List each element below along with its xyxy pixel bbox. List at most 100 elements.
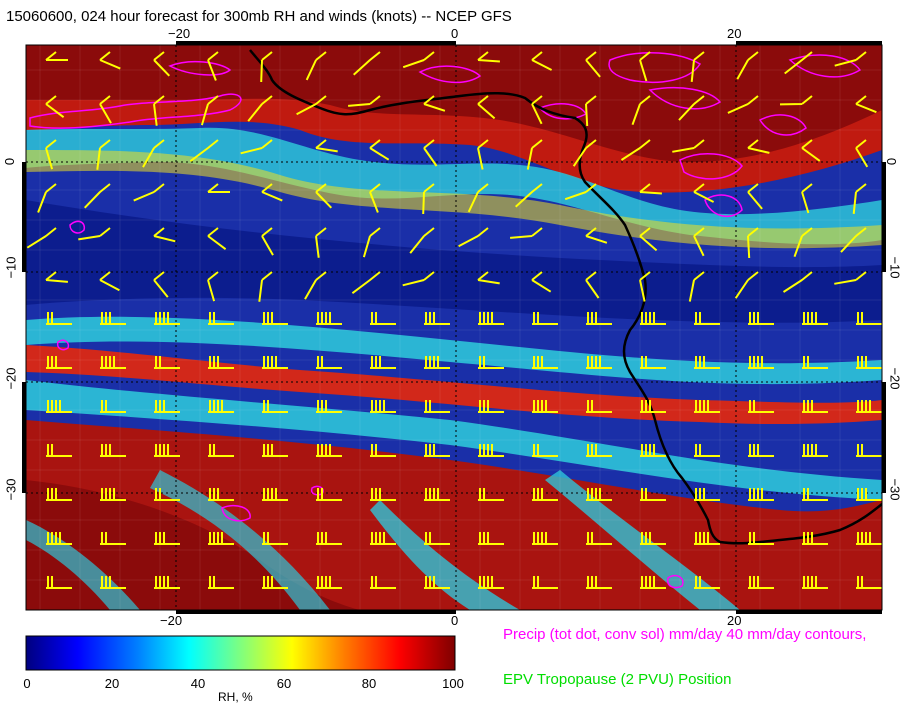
wind-barb <box>100 532 126 545</box>
wind-barb <box>515 183 543 208</box>
wind-barb <box>467 183 489 213</box>
wind-barb <box>423 139 438 167</box>
wind-barb <box>208 400 234 413</box>
wind-barb <box>748 488 774 501</box>
colorbar-tick: 100 <box>442 676 464 691</box>
wind-barbs <box>26 51 882 589</box>
model-grid <box>26 45 882 610</box>
wind-barb <box>46 488 72 501</box>
wind-barb <box>802 400 828 413</box>
wind-barb <box>532 488 558 501</box>
wind-barb <box>586 532 612 545</box>
wind-barb <box>694 444 720 457</box>
wind-barb <box>477 139 489 170</box>
wind-barb <box>531 51 553 71</box>
wind-barb <box>262 400 288 413</box>
wind-barb <box>477 51 500 63</box>
wind-barb <box>207 271 219 302</box>
wind-barb <box>639 51 651 82</box>
wind-barb <box>477 95 496 120</box>
wind-barb <box>640 444 666 457</box>
wind-barb <box>262 444 288 457</box>
wind-barb <box>45 51 68 61</box>
wind-barb <box>856 576 882 589</box>
wind-barb <box>586 576 612 589</box>
wind-barb <box>734 271 759 299</box>
wind-barb <box>316 356 342 369</box>
wind-barb <box>802 356 828 369</box>
axis-tick-bars <box>22 41 886 614</box>
wind-barb <box>852 183 867 215</box>
wind-barb <box>153 227 176 243</box>
wind-barb <box>620 139 651 161</box>
wind-barb <box>99 95 112 124</box>
wind-barb <box>585 271 600 299</box>
lat-label-right: −30 <box>887 478 903 501</box>
wind-barb <box>100 356 126 369</box>
wind-barb <box>422 183 435 215</box>
colorbar-tick: 20 <box>104 676 120 691</box>
wind-barb <box>801 183 813 214</box>
wind-barb <box>315 183 333 209</box>
wind-barb <box>802 444 828 457</box>
lon-label-top: 20 <box>727 26 742 41</box>
wind-barb <box>532 532 558 545</box>
wind-barb <box>585 227 608 244</box>
wind-barb <box>532 356 558 369</box>
wind-barb <box>793 227 813 258</box>
wind-barb <box>369 139 390 161</box>
lat-label-right: −20 <box>887 367 903 390</box>
rh-field <box>26 45 882 610</box>
wind-barb <box>478 312 504 325</box>
wind-barb <box>424 576 450 589</box>
wind-barb <box>154 576 180 589</box>
wind-barb <box>46 356 72 369</box>
wind-barb <box>856 532 882 545</box>
wind-barb <box>26 227 57 249</box>
colorbar-tick: 80 <box>361 676 377 691</box>
wind-barb <box>133 183 165 202</box>
wind-barb <box>402 271 435 287</box>
lon-label-bottom: 0 <box>451 613 459 628</box>
wind-barb <box>207 183 230 193</box>
wind-barb <box>304 271 327 300</box>
wind-barb <box>640 400 666 413</box>
wind-barb <box>526 139 543 170</box>
lat-label-right: −10 <box>887 256 903 279</box>
wind-barb <box>478 444 504 457</box>
wind-barb <box>748 356 774 369</box>
wind-barb <box>208 312 234 325</box>
wind-barb <box>748 444 774 457</box>
wind-barb <box>694 576 720 589</box>
wind-barb <box>586 444 612 457</box>
wind-barb <box>208 488 234 501</box>
wind-barb <box>855 95 877 114</box>
wind-barb <box>316 400 342 413</box>
wind-barb <box>478 356 504 369</box>
wind-barb <box>801 139 821 162</box>
wind-barb <box>369 183 381 213</box>
wind-barb <box>100 576 126 589</box>
lon-label-top: 0 <box>451 26 459 41</box>
wind-barb <box>834 271 867 285</box>
wind-barb <box>856 400 882 413</box>
wind-barb <box>424 356 450 369</box>
colorbar-label: RH, % <box>218 690 253 704</box>
wind-barb <box>572 139 597 167</box>
wind-barb <box>478 488 504 501</box>
wind-barb <box>46 532 72 545</box>
wind-barb <box>856 444 882 457</box>
wind-barb <box>693 183 715 203</box>
wind-barb <box>531 271 552 293</box>
wind-barb <box>296 95 327 116</box>
wind-barb <box>458 227 489 248</box>
wind-barb <box>262 532 288 545</box>
wind-barb <box>46 576 72 589</box>
wind-barb <box>154 400 180 413</box>
wind-barb <box>315 139 338 153</box>
wind-barb <box>316 576 342 589</box>
latlon-gridlines <box>26 45 882 610</box>
wind-barb <box>748 532 774 545</box>
wind-barb <box>639 183 662 195</box>
